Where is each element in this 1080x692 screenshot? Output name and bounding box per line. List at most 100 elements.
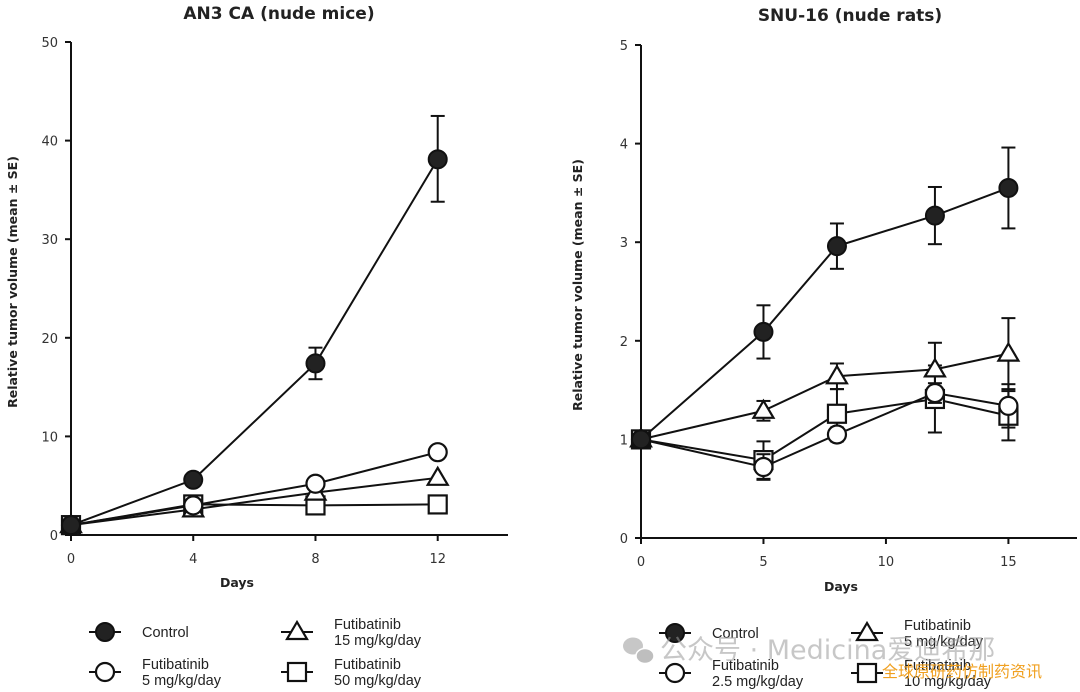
watermark: 公众号 · Medicina爱迪希那 全球原研药仿制药资讯 — [623, 635, 1042, 681]
series-futibatinib-5-mg-kg-day — [60, 442, 448, 536]
data-point — [305, 473, 326, 494]
open-square-icon — [286, 661, 308, 683]
data-point — [998, 395, 1019, 416]
y-tick-label: 0 — [620, 532, 628, 547]
data-point — [427, 494, 448, 515]
legend-dose: 50 mg/kg/day — [334, 673, 422, 689]
data-point — [183, 495, 204, 516]
watermark-tagline: 全球原研药仿制药资讯 — [882, 662, 1042, 681]
y-tick-label: 20 — [41, 332, 58, 347]
open-square-icon — [856, 662, 878, 684]
legend-dose: 5 mg/kg/day — [904, 634, 984, 650]
legend-label: Futibatinib — [712, 658, 779, 674]
data-point — [61, 515, 81, 536]
x-tick-label: 5 — [759, 555, 767, 570]
data-point — [825, 364, 849, 385]
x-axis-label: Days — [220, 575, 254, 590]
x-tick-label: 8 — [311, 552, 319, 567]
plot-area — [629, 146, 1021, 481]
data-point — [998, 177, 1019, 198]
legend-item: Control — [659, 623, 759, 643]
data-point — [826, 236, 847, 257]
data-point — [425, 465, 450, 486]
chart-an3ca: AN3 CA (nude mice) Relative tumor volume… — [5, 4, 508, 689]
legend-label: Futibatinib — [904, 618, 971, 634]
legend-label: Control — [712, 626, 759, 642]
legend-label: Futibatinib — [904, 658, 971, 674]
chart-title: AN3 CA (nude mice) — [183, 4, 374, 24]
data-point — [924, 382, 946, 404]
series-line — [70, 451, 438, 527]
y-tick-label: 4 — [620, 138, 628, 153]
legend-dose: 15 mg/kg/day — [334, 633, 422, 649]
data-point — [631, 429, 651, 450]
series-control — [631, 146, 1019, 450]
legend-label: Futibatinib — [334, 617, 401, 633]
data-point — [427, 442, 448, 463]
x-tick-label: 10 — [878, 555, 895, 570]
series-control — [61, 114, 448, 536]
watermark-source-text: 公众号 · Medicina爱迪希那 — [660, 635, 995, 666]
x-tick-label: 4 — [189, 552, 197, 567]
y-tick-label: 50 — [41, 36, 58, 51]
legend-dose: 5 mg/kg/day — [142, 673, 222, 689]
legend-dose: 2.5 mg/kg/day — [712, 674, 804, 690]
data-point — [427, 149, 448, 170]
wechat-icon — [623, 637, 655, 665]
axes: 0 10 20 30 40 50 0 4 8 12 — [41, 36, 508, 567]
plot-area — [59, 114, 450, 536]
legend-label: Control — [142, 625, 189, 641]
chart-snu16: SNU-16 (nude rats) Relative tumor volume… — [570, 6, 1077, 690]
data-point — [826, 403, 848, 424]
filled-circle-icon — [665, 623, 685, 643]
data-point — [751, 398, 776, 419]
legend-label: Futibatinib — [334, 657, 401, 673]
x-tick-label: 0 — [67, 552, 75, 567]
y-tick-label: 5 — [620, 39, 628, 54]
open-triangle-icon — [855, 620, 879, 642]
y-axis-label: Relative tumor volume (mean ± SE) — [570, 159, 585, 411]
y-tick-label: 3 — [620, 236, 628, 251]
y-tick-label: 10 — [41, 430, 58, 445]
x-tick-label: 15 — [1000, 555, 1017, 570]
series-line — [70, 158, 439, 527]
data-point — [996, 341, 1021, 362]
series-futibatinib-2-5-mg-kg-day — [630, 382, 1019, 481]
filled-circle-icon — [95, 622, 115, 642]
data-point — [753, 321, 774, 342]
series-futibatinib-15-mg-kg-day — [59, 465, 450, 534]
data-point — [826, 424, 848, 445]
series-line — [70, 503, 438, 527]
y-tick-label: 30 — [41, 233, 58, 248]
series-line — [70, 476, 438, 527]
y-tick-label: 1 — [620, 433, 628, 448]
x-axis-label: Days — [824, 579, 858, 594]
series-futibatinib-5-mg-kg-day — [629, 317, 1021, 448]
series-line — [640, 187, 1009, 441]
y-axis-label: Relative tumor volume (mean ± SE) — [5, 156, 20, 408]
open-circle-icon — [94, 661, 116, 683]
open-circle-icon — [664, 662, 686, 684]
legend-label: Futibatinib — [142, 657, 209, 673]
data-point — [183, 469, 204, 490]
y-tick-label: 40 — [41, 135, 58, 150]
data-point — [305, 353, 326, 374]
x-tick-label: 12 — [429, 552, 446, 567]
x-tick-label: 0 — [637, 555, 645, 570]
open-triangle-icon — [285, 619, 309, 641]
data-point — [923, 357, 947, 378]
axes: 0 1 2 3 4 5 0 5 10 15 — [620, 39, 1077, 570]
chart-title: SNU-16 (nude rats) — [758, 6, 942, 26]
legend-item: Control — [89, 622, 189, 642]
legend-dose: 10 mg/kg/day — [904, 674, 992, 690]
data-point — [753, 456, 774, 478]
